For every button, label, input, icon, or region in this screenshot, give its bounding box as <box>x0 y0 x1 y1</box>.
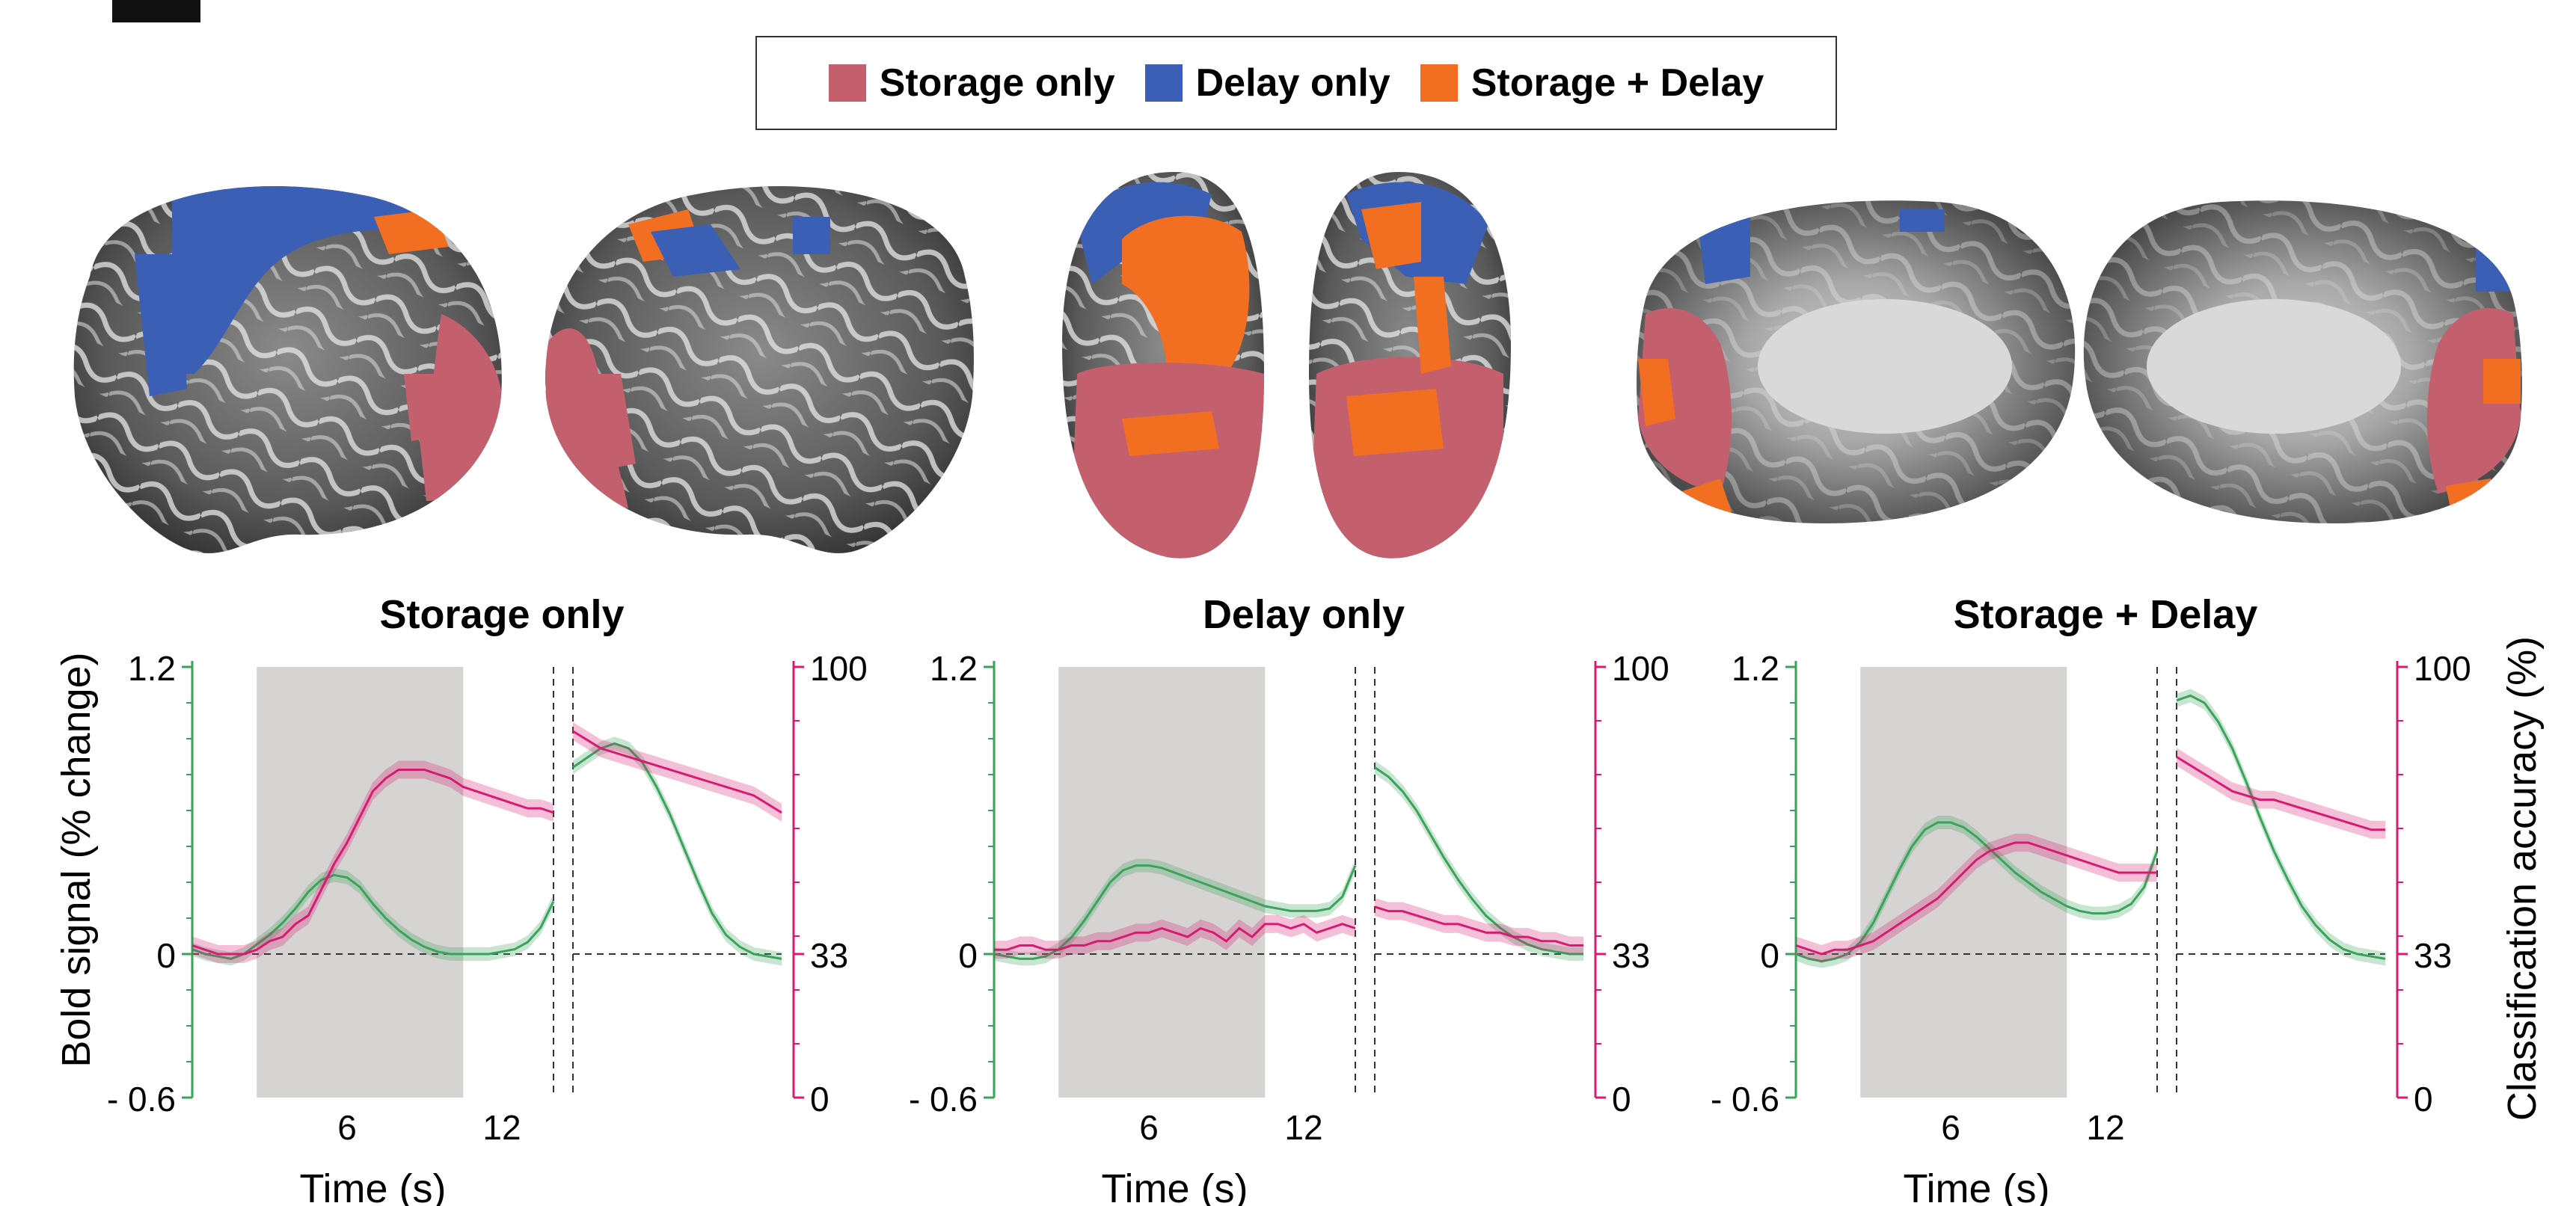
left-axis-label: Bold signal (% change) <box>54 652 99 1067</box>
panel-delay-only: Delay only 1.2 0 - 0.6 100 33 0 6 12 Time (s) <box>909 592 1669 1206</box>
bold-axis-tick-label: 0 <box>958 936 978 975</box>
bold-axis-tick-label: 1.2 <box>128 649 176 688</box>
bold-axis-tick-label: - 0.6 <box>909 1080 978 1119</box>
legend-item-storage: Storage only <box>828 61 1115 105</box>
x-tick-label: 12 <box>1284 1108 1322 1147</box>
accuracy-axis-tick-label: 100 <box>810 649 868 688</box>
accuracy-line-right-error-band <box>1375 897 1583 955</box>
panel-title: Storage + Delay <box>1954 592 2258 637</box>
legend-swatch-storage <box>828 64 866 102</box>
legend-label-both: Storage + Delay <box>1471 61 1764 105</box>
accuracy-axis-tick-label: 100 <box>2414 649 2471 688</box>
brain-right-lateral <box>545 186 974 553</box>
bold-signal-line-left-error-band <box>1796 816 2157 968</box>
accuracy-line-left <box>191 769 554 956</box>
bold-signal-line-right <box>572 742 782 960</box>
panel-title: Delay only <box>1203 592 1405 637</box>
accuracy-axis-tick-label: 0 <box>810 1080 829 1119</box>
accuracy-axis-tick-label: 33 <box>1612 936 1650 975</box>
timecourse-figure: Bold signal (% change) Classification ac… <box>54 592 2545 1206</box>
bold-signal-line-right-error-band <box>1375 760 1583 961</box>
bold-signal-line-right-error-band <box>573 736 782 966</box>
accuracy-axis-tick-label: 33 <box>2414 936 2452 975</box>
accuracy-axis-tick-label: 100 <box>1612 649 1669 688</box>
accuracy-line-left <box>994 923 1356 951</box>
delay-period-shading <box>1860 667 2067 1098</box>
accuracy-line-right-error-band <box>2177 748 2385 839</box>
x-axis-label: Time (s) <box>300 1166 447 1206</box>
bold-axis-tick-label: - 0.6 <box>107 1080 176 1119</box>
brain-left-posterior <box>1062 172 1264 559</box>
accuracy-line-left <box>1795 841 2157 956</box>
legend-label-delay: Delay only <box>1195 61 1390 105</box>
bold-signal-line-left <box>993 864 1357 960</box>
delay-period-shading <box>257 667 464 1098</box>
panel-storage-delay: Storage + Delay 1.2 0 - 0.6 100 33 0 6 12 Time (s… <box>1711 592 2471 1206</box>
x-tick-label: 6 <box>337 1108 357 1147</box>
bold-signal-line-right <box>1374 766 1583 956</box>
bold-axis-tick-label: 0 <box>1760 936 1779 975</box>
accuracy-line-right <box>1374 905 1583 947</box>
accuracy-line-left-error-band <box>1796 833 2157 963</box>
bold-signal-line-left-error-band <box>192 868 553 966</box>
panel-storage-only: Storage only 1.2 0 - 0.6 100 33 0 6 12 Time (s) <box>107 592 868 1206</box>
bold-signal-line-left <box>191 873 555 960</box>
bold-axis-tick-label: 0 <box>156 936 176 975</box>
x-tick-label: 12 <box>482 1108 521 1147</box>
x-axis-label: Time (s) <box>1904 1166 2050 1206</box>
legend-item-both: Storage + Delay <box>1420 61 1764 105</box>
panel-title: Storage only <box>379 592 624 637</box>
legend-swatch-both <box>1420 64 1458 102</box>
legend-swatch-delay <box>1144 64 1183 102</box>
x-tick-label: 12 <box>2086 1108 2124 1147</box>
delay-period-shading <box>1058 667 1266 1098</box>
accuracy-axis-tick-label: 0 <box>2414 1080 2433 1119</box>
bold-axis-tick-label: 1.2 <box>1732 649 1779 688</box>
accuracy-line-right <box>2176 756 2385 831</box>
accuracy-line-left-error-band <box>994 914 1355 959</box>
legend-label-storage: Storage only <box>879 61 1115 105</box>
bold-axis-tick-label: - 0.6 <box>1711 1080 1779 1119</box>
x-tick-label: 6 <box>1941 1108 1960 1147</box>
panel-letter-fragment <box>0 0 224 25</box>
brain-left-medial <box>1637 200 2076 524</box>
x-tick-label: 6 <box>1139 1108 1159 1147</box>
bold-signal-line-left-error-band <box>994 858 1355 966</box>
panel-letter-glyph <box>112 0 200 22</box>
bold-signal-line-right <box>2176 694 2386 960</box>
legend-item-delay: Delay only <box>1144 61 1390 105</box>
brain-left-lateral <box>73 186 502 553</box>
accuracy-axis-tick-label: 0 <box>1612 1080 1631 1119</box>
brain-surface-renderings <box>73 172 2522 559</box>
bold-axis-tick-label: 1.2 <box>930 649 978 688</box>
brain-right-medial <box>2083 200 2522 524</box>
legend: Storage only Delay only Storage + Delay <box>755 36 1837 130</box>
brain-right-posterior <box>1309 172 1511 559</box>
x-axis-label: Time (s) <box>1102 1166 1248 1206</box>
accuracy-axis-tick-label: 33 <box>810 936 848 975</box>
right-axis-label: Classification accuracy (%) <box>2500 636 2545 1121</box>
accuracy-line-right <box>572 730 782 814</box>
